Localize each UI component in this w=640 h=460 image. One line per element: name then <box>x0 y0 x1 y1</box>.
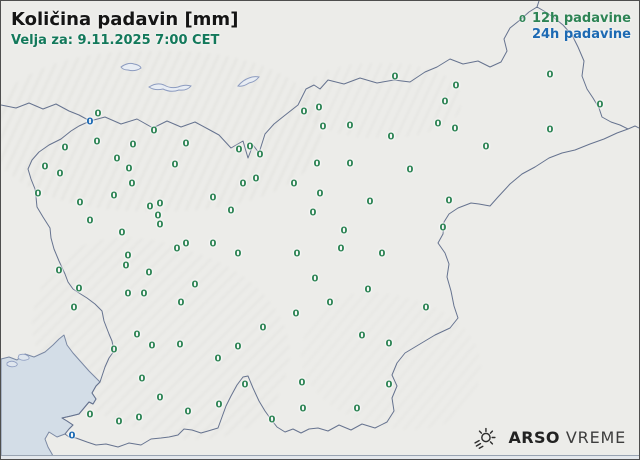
legend-label-24h: 24h padavine <box>531 27 631 42</box>
valid-time-label: Velja za: 9.11.2025 7:00 CET <box>11 33 220 48</box>
legend-sample-value: 0 <box>519 14 526 25</box>
legend-label-12h: 12h padavine <box>531 11 631 26</box>
legend-row-12h: 0 12h padavine <box>519 11 631 27</box>
brand-name-light: VREME <box>565 428 626 447</box>
page-title: Količina padavin [mm] <box>11 9 239 30</box>
map-bottom-edge <box>1 455 639 459</box>
brand-name-bold: ARSO <box>508 428 560 447</box>
slovenia-border <box>27 6 629 448</box>
legend: 0 12h padavine 24h padavine <box>519 11 631 42</box>
sun-weather-icon <box>474 427 497 449</box>
lagoon-shapes <box>6 353 30 368</box>
lake-shapes <box>120 62 260 92</box>
arso-vreme-logo[interactable]: ARSO VREME <box>472 425 626 450</box>
neighbour-borders <box>1 1 639 130</box>
legend-row-24h: 24h padavine <box>519 27 631 42</box>
